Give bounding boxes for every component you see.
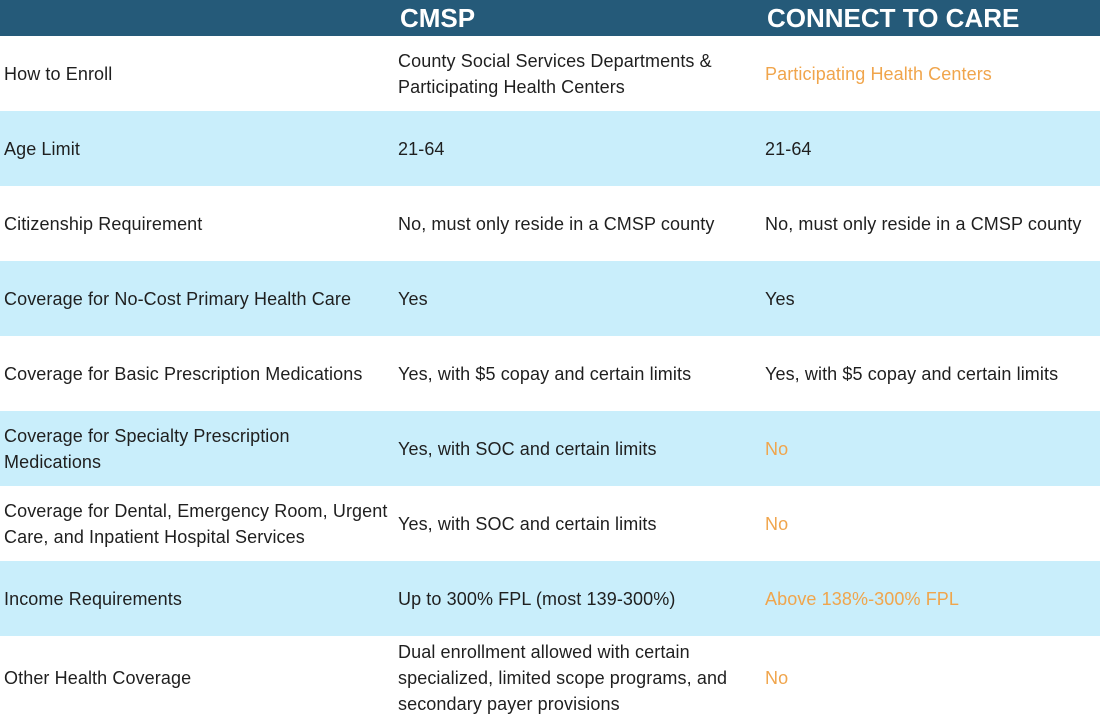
table-row: Citizenship Requirement No, must only re… bbox=[0, 186, 1100, 261]
table-row: Coverage for Specialty Prescription Medi… bbox=[0, 411, 1100, 486]
cmsp-value: Up to 300% FPL (most 139-300%) bbox=[398, 588, 676, 609]
cmsp-value: Yes, with $5 copay and certain limits bbox=[398, 363, 692, 384]
ctc-value: Yes bbox=[765, 288, 795, 309]
table-row: Coverage for No-Cost Primary Health Care… bbox=[0, 261, 1100, 336]
row-label: Other Health Coverage bbox=[4, 668, 192, 688]
cmsp-value: Yes, with SOC and certain limits bbox=[398, 513, 657, 534]
cmsp-value: No, must only reside in a CMSP county bbox=[398, 213, 715, 234]
ctc-value: Yes, with $5 copay and certain limits bbox=[765, 363, 1059, 384]
cmsp-value: Dual enrollment allowed with certain spe… bbox=[398, 642, 728, 714]
table-row: Coverage for Dental, Emergency Room, Urg… bbox=[0, 486, 1100, 561]
ctc-value: No bbox=[765, 513, 789, 534]
ctc-value: Participating Health Centers bbox=[765, 63, 992, 84]
ctc-value: 21-64 bbox=[765, 138, 812, 159]
table-header: CMSP CONNECT TO CARE bbox=[0, 0, 1100, 36]
ctc-value: No bbox=[765, 438, 789, 459]
ctc-value: Above 138%-300% FPL bbox=[765, 588, 960, 609]
row-label: Age Limit bbox=[4, 138, 80, 159]
header-cmsp: CMSP bbox=[400, 3, 476, 33]
row-label: How to Enroll bbox=[4, 63, 113, 84]
row-label: Citizenship Requirement bbox=[4, 213, 203, 234]
row-label: Coverage for Dental, Emergency Room, Urg… bbox=[4, 500, 388, 547]
table-row: Age Limit 21-64 21-64 bbox=[0, 111, 1100, 186]
cmsp-value: Yes, with SOC and certain limits bbox=[398, 438, 657, 459]
table-row: How to Enroll County Social Services Dep… bbox=[0, 36, 1100, 111]
table-row: Other Health Coverage Dual enrollment al… bbox=[0, 636, 1100, 720]
cmsp-value: Yes bbox=[398, 288, 428, 309]
table-row: Income Requirements Up to 300% FPL (most… bbox=[0, 561, 1100, 636]
row-label: Coverage for Basic Prescription Medicati… bbox=[4, 363, 363, 384]
row-label: Income Requirements bbox=[4, 588, 182, 609]
table-row: Coverage for Basic Prescription Medicati… bbox=[0, 336, 1100, 411]
ctc-value: No bbox=[765, 668, 789, 688]
header-connect-to-care: CONNECT TO CARE bbox=[767, 3, 1020, 33]
ctc-value: No, must only reside in a CMSP county bbox=[765, 213, 1082, 234]
cmsp-value: County Social Services Departments & Par… bbox=[398, 50, 712, 97]
cmsp-value: 21-64 bbox=[398, 138, 445, 159]
row-label: Coverage for Specialty Prescription Medi… bbox=[4, 425, 290, 472]
row-label: Coverage for No-Cost Primary Health Care bbox=[4, 288, 352, 309]
